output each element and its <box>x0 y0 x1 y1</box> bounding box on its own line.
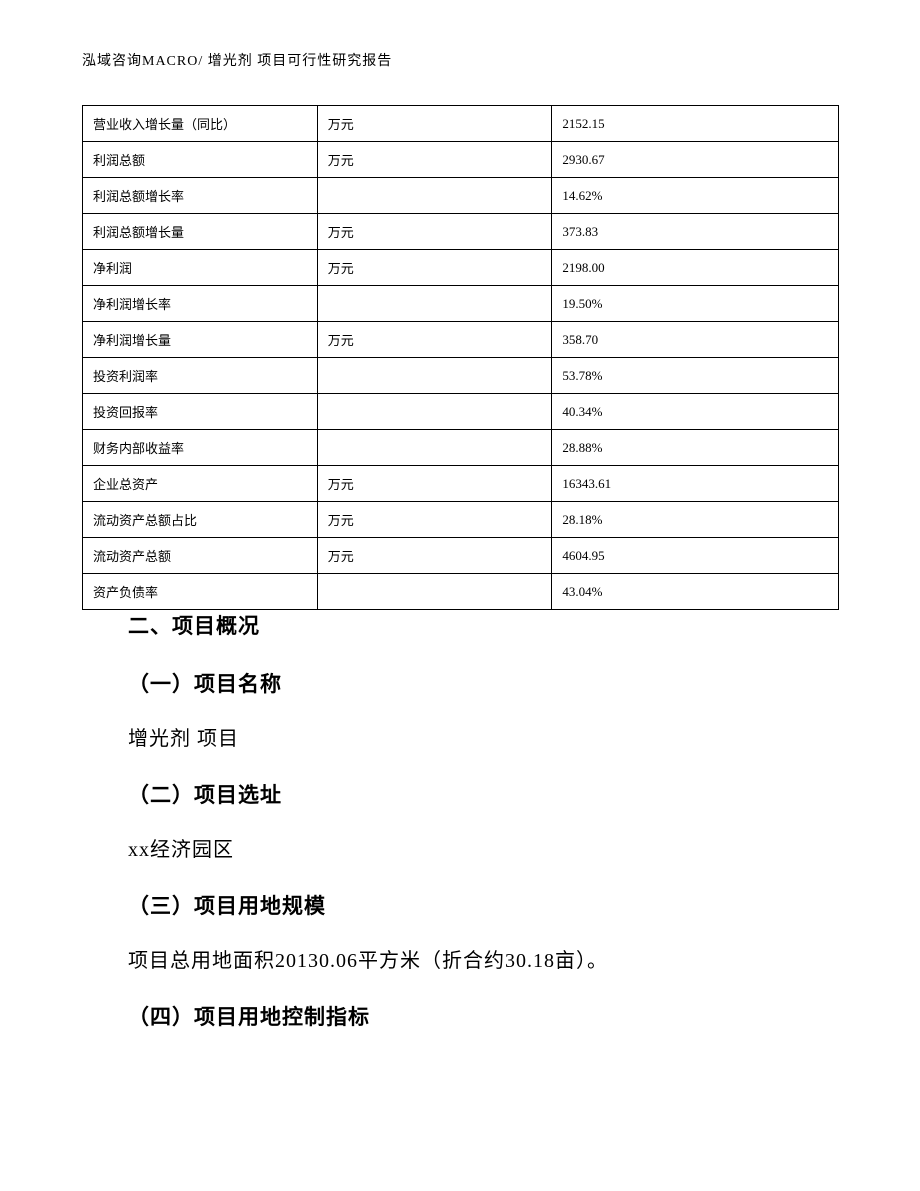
table-cell-value: 373.83 <box>552 214 839 250</box>
table-cell-value: 19.50% <box>552 286 839 322</box>
table-row: 利润总额万元2930.67 <box>83 142 839 178</box>
page-header: 泓域咨询MACRO/ 增光剂 项目可行性研究报告 <box>82 50 392 70</box>
table-cell-value: 4604.95 <box>552 538 839 574</box>
table-row: 资产负债率 43.04% <box>83 574 839 610</box>
table-cell-unit <box>317 430 552 466</box>
table-cell-value: 2152.15 <box>552 106 839 142</box>
table-cell-label: 财务内部收益率 <box>83 430 318 466</box>
table-cell-unit <box>317 178 552 214</box>
sub-heading-4: （四）项目用地控制指标 <box>128 1001 793 1031</box>
table-cell-label: 利润总额增长率 <box>83 178 318 214</box>
section-heading: 二、项目概况 <box>128 610 793 640</box>
table-cell-value: 16343.61 <box>552 466 839 502</box>
table-row: 财务内部收益率 28.88% <box>83 430 839 466</box>
table-cell-unit: 万元 <box>317 106 552 142</box>
table-cell-value: 53.78% <box>552 358 839 394</box>
table-cell-unit <box>317 574 552 610</box>
body-text-2: xx经济园区 <box>128 833 793 862</box>
table-row: 企业总资产万元16343.61 <box>83 466 839 502</box>
table-cell-unit: 万元 <box>317 322 552 358</box>
table-cell-value: 28.18% <box>552 502 839 538</box>
table-cell-label: 投资回报率 <box>83 394 318 430</box>
body-text-3: 项目总用地面积20130.06平方米（折合约30.18亩）。 <box>128 944 793 973</box>
table-cell-label: 企业总资产 <box>83 466 318 502</box>
table-cell-label: 净利润 <box>83 250 318 286</box>
sub-heading-2: （二）项目选址 <box>128 779 793 809</box>
table-cell-value: 2930.67 <box>552 142 839 178</box>
table-cell-unit: 万元 <box>317 538 552 574</box>
table-cell-unit: 万元 <box>317 214 552 250</box>
table-row: 流动资产总额占比万元28.18% <box>83 502 839 538</box>
sub-heading-3: （三）项目用地规模 <box>128 890 793 920</box>
table-cell-label: 利润总额 <box>83 142 318 178</box>
financial-table-container: 营业收入增长量（同比）万元2152.15利润总额万元2930.67利润总额增长率… <box>82 105 839 610</box>
financial-table: 营业收入增长量（同比）万元2152.15利润总额万元2930.67利润总额增长率… <box>82 105 839 610</box>
table-cell-value: 358.70 <box>552 322 839 358</box>
table-cell-label: 利润总额增长量 <box>83 214 318 250</box>
content-area: 二、项目概况 （一）项目名称 增光剂 项目 （二）项目选址 xx经济园区 （三）… <box>128 610 793 1055</box>
table-cell-unit: 万元 <box>317 142 552 178</box>
table-cell-unit <box>317 286 552 322</box>
table-cell-label: 资产负债率 <box>83 574 318 610</box>
table-row: 投资回报率 40.34% <box>83 394 839 430</box>
table-row: 投资利润率 53.78% <box>83 358 839 394</box>
sub-heading-1: （一）项目名称 <box>128 668 793 698</box>
table-cell-unit: 万元 <box>317 502 552 538</box>
table-cell-label: 营业收入增长量（同比） <box>83 106 318 142</box>
table-row: 净利润增长率 19.50% <box>83 286 839 322</box>
table-cell-unit <box>317 358 552 394</box>
table-cell-unit: 万元 <box>317 250 552 286</box>
table-cell-value: 2198.00 <box>552 250 839 286</box>
table-cell-value: 28.88% <box>552 430 839 466</box>
table-cell-label: 净利润增长量 <box>83 322 318 358</box>
table-cell-value: 43.04% <box>552 574 839 610</box>
table-cell-label: 流动资产总额占比 <box>83 502 318 538</box>
table-row: 流动资产总额万元4604.95 <box>83 538 839 574</box>
table-cell-unit <box>317 394 552 430</box>
table-row: 利润总额增长量万元373.83 <box>83 214 839 250</box>
table-row: 利润总额增长率 14.62% <box>83 178 839 214</box>
table-cell-label: 流动资产总额 <box>83 538 318 574</box>
table-row: 净利润万元2198.00 <box>83 250 839 286</box>
table-row: 营业收入增长量（同比）万元2152.15 <box>83 106 839 142</box>
table-cell-unit: 万元 <box>317 466 552 502</box>
table-cell-label: 净利润增长率 <box>83 286 318 322</box>
body-text-1: 增光剂 项目 <box>128 722 793 751</box>
table-cell-value: 14.62% <box>552 178 839 214</box>
table-cell-label: 投资利润率 <box>83 358 318 394</box>
table-row: 净利润增长量万元358.70 <box>83 322 839 358</box>
table-cell-value: 40.34% <box>552 394 839 430</box>
